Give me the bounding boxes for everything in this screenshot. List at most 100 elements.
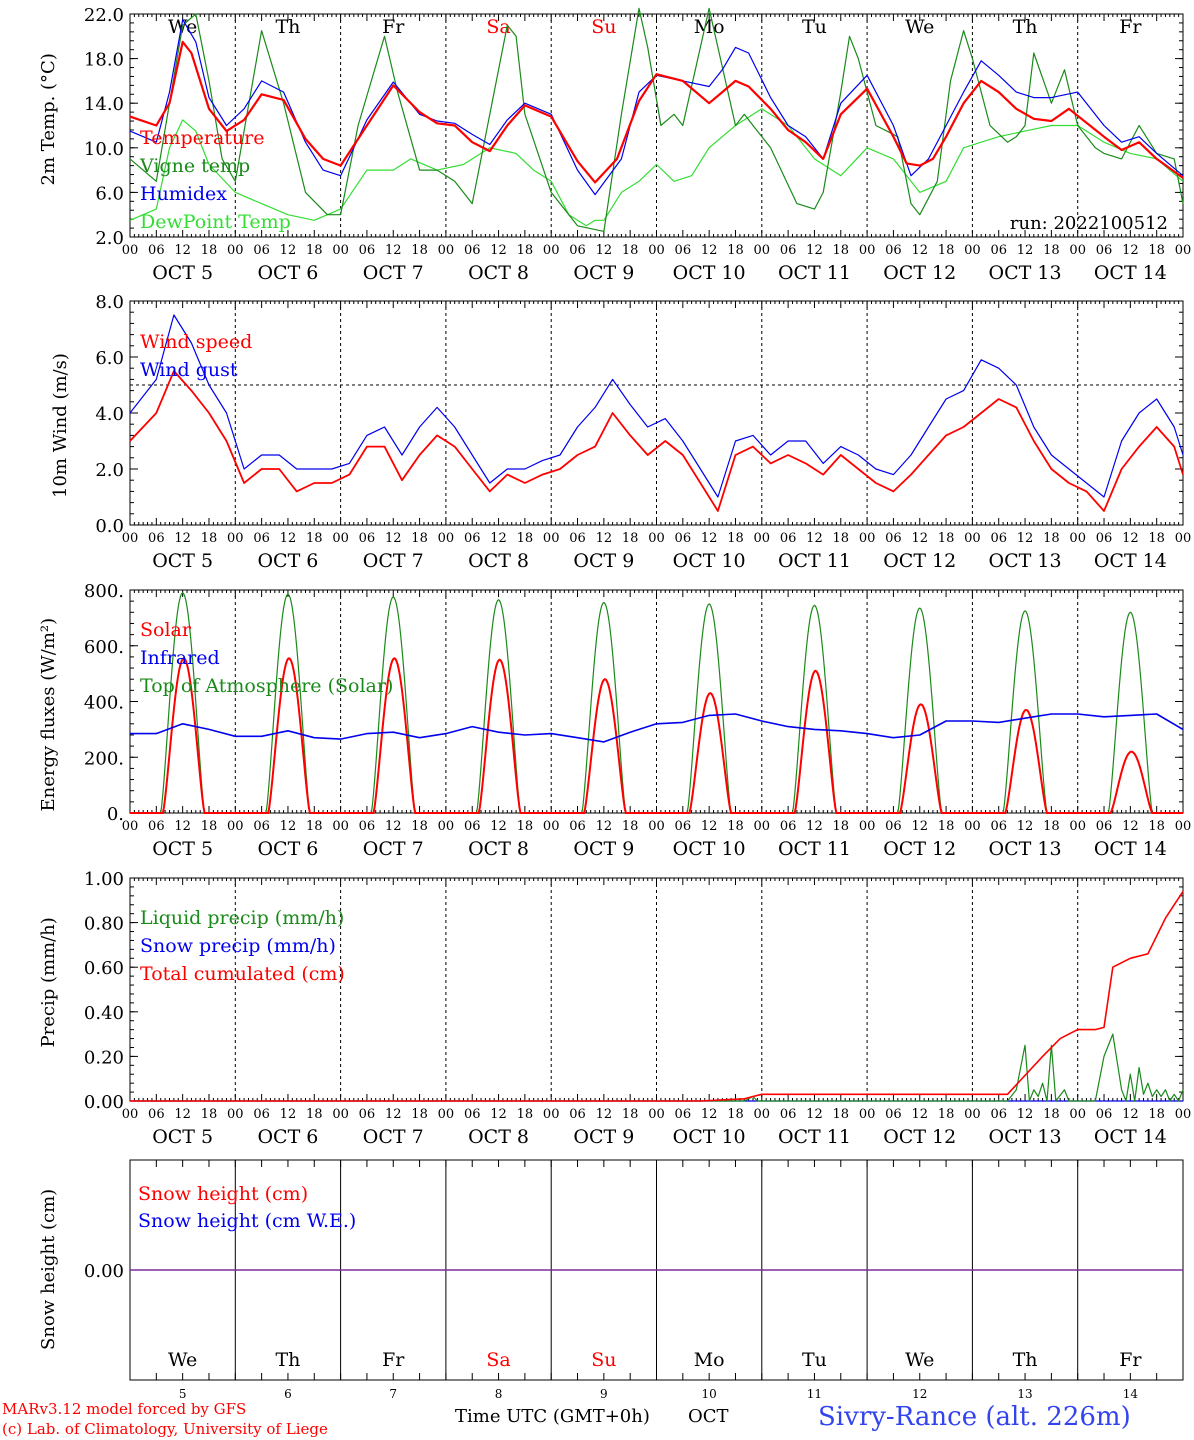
hour-tick-label: 06 bbox=[675, 819, 692, 834]
hour-tick-label: 18 bbox=[833, 243, 850, 258]
hour-tick-label: 00 bbox=[754, 531, 771, 546]
y-tick-label: 14.0 bbox=[84, 94, 124, 115]
hour-tick-label: 00 bbox=[964, 819, 981, 834]
day-number: 7 bbox=[389, 1387, 397, 1401]
hour-tick-label: 00 bbox=[859, 819, 876, 834]
hour-tick-label: 06 bbox=[569, 1107, 586, 1122]
hour-tick-label: 12 bbox=[596, 531, 613, 546]
hour-tick-label: 00 bbox=[332, 1107, 349, 1122]
legend-solar: Solar bbox=[140, 619, 192, 641]
hour-tick-label: 00 bbox=[964, 243, 981, 258]
day-label: OCT 14 bbox=[1094, 550, 1167, 572]
hour-tick-label: 12 bbox=[911, 1107, 928, 1122]
hour-tick-label: 00 bbox=[754, 1107, 771, 1122]
hour-tick-label: 12 bbox=[806, 1107, 823, 1122]
day-label: OCT 11 bbox=[778, 1126, 851, 1148]
hour-tick-label: 06 bbox=[359, 531, 376, 546]
hour-tick-label: 00 bbox=[438, 531, 455, 546]
weekday-label: We bbox=[905, 1349, 934, 1371]
hour-tick-label: 00 bbox=[543, 1107, 560, 1122]
hour-tick-label: 00 bbox=[648, 819, 665, 834]
hour-tick-label: 00 bbox=[648, 1107, 665, 1122]
legend-snow-height-cm-: Snow height (cm) bbox=[138, 1183, 308, 1205]
day-label: OCT 5 bbox=[152, 262, 213, 284]
panel-4: 0.00 0.20 0.40 0.60 0.80 1.00 Precip (mm/h) Liq… bbox=[38, 869, 1191, 1148]
y-axis-label: Snow height (cm) bbox=[38, 1189, 59, 1350]
weekday-label: We bbox=[905, 16, 934, 38]
y-tick-label: 2.0 bbox=[95, 228, 124, 249]
hour-tick-label: 06 bbox=[885, 243, 902, 258]
hour-tick-label: 18 bbox=[411, 819, 428, 834]
hour-tick-label: 06 bbox=[148, 531, 165, 546]
y-tick-label: 6.0 bbox=[95, 183, 124, 204]
hour-tick-label: 18 bbox=[938, 1107, 955, 1122]
hour-tick-label: 18 bbox=[306, 243, 323, 258]
hour-tick-label: 12 bbox=[596, 1107, 613, 1122]
weekday-label: Sa bbox=[486, 1349, 510, 1371]
legend-snow-height-cm-w-e-: Snow height (cm W.E.) bbox=[138, 1210, 356, 1232]
hour-tick-label: 00 bbox=[1175, 819, 1192, 834]
hour-tick-label: 00 bbox=[438, 243, 455, 258]
hour-tick-label: 18 bbox=[1043, 819, 1060, 834]
weekday-label: Th bbox=[275, 16, 300, 38]
hour-tick-label: 06 bbox=[780, 1107, 797, 1122]
weekday-label: Mo bbox=[694, 1349, 725, 1371]
hour-tick-label: 06 bbox=[464, 1107, 481, 1122]
series-total-cumulated bbox=[130, 890, 1184, 1102]
day-label: OCT 11 bbox=[778, 262, 851, 284]
hour-tick-label: 18 bbox=[517, 819, 534, 834]
day-label: OCT 13 bbox=[989, 1126, 1062, 1148]
hour-tick-label: 00 bbox=[1069, 1107, 1086, 1122]
day-label: OCT 11 bbox=[778, 838, 851, 860]
hour-tick-label: 12 bbox=[280, 1107, 297, 1122]
hour-tick-label: 06 bbox=[885, 531, 902, 546]
hour-tick-label: 00 bbox=[227, 819, 244, 834]
y-tick-label: 2.0 bbox=[95, 460, 124, 481]
hour-tick-label: 12 bbox=[701, 1107, 718, 1122]
hour-tick-label: 00 bbox=[648, 531, 665, 546]
hour-tick-label: 00 bbox=[964, 531, 981, 546]
series-vigne-temp bbox=[129, 7, 1184, 232]
hour-tick-label: 18 bbox=[622, 819, 639, 834]
y-tick-label: 6.0 bbox=[95, 348, 124, 369]
hour-tick-label: 18 bbox=[411, 1107, 428, 1122]
hour-tick-label: 12 bbox=[701, 819, 718, 834]
day-label: OCT 10 bbox=[673, 1126, 746, 1148]
day-label: OCT 5 bbox=[152, 550, 213, 572]
day-label: OCT 8 bbox=[468, 838, 529, 860]
hour-tick-label: 06 bbox=[464, 819, 481, 834]
day-label: OCT 7 bbox=[363, 550, 424, 572]
hour-tick-label: 00 bbox=[332, 819, 349, 834]
day-label: OCT 5 bbox=[152, 838, 213, 860]
y-axis-label: 10m Wind (m/s) bbox=[50, 353, 71, 498]
hour-tick-label: 06 bbox=[780, 243, 797, 258]
hour-tick-label: 00 bbox=[543, 531, 560, 546]
hour-tick-label: 18 bbox=[1043, 243, 1060, 258]
hour-tick-label: 18 bbox=[833, 1107, 850, 1122]
hour-tick-label: 12 bbox=[385, 819, 402, 834]
panel-2: 0.0 2.0 4.0 6.0 8.0 10m Wind (m/s) Wind speed W… bbox=[50, 292, 1191, 572]
day-label: OCT 9 bbox=[573, 1126, 634, 1148]
hour-tick-label: 18 bbox=[201, 531, 218, 546]
hour-tick-label: 00 bbox=[964, 1107, 981, 1122]
day-label: OCT 13 bbox=[989, 550, 1062, 572]
series-dewpoint-temp bbox=[129, 108, 1184, 227]
hour-tick-label: 06 bbox=[359, 1107, 376, 1122]
hour-tick-label: 06 bbox=[780, 819, 797, 834]
weekday-label: Fr bbox=[1119, 1349, 1142, 1371]
hour-tick-label: 06 bbox=[990, 819, 1007, 834]
series-solar bbox=[130, 657, 1183, 814]
day-label: OCT 10 bbox=[673, 838, 746, 860]
hour-tick-label: 12 bbox=[911, 819, 928, 834]
hour-tick-label: 06 bbox=[359, 819, 376, 834]
series-wind-gust bbox=[129, 314, 1184, 498]
day-label: OCT 12 bbox=[883, 550, 956, 572]
hour-tick-label: 12 bbox=[1122, 1107, 1139, 1122]
hour-tick-label: 00 bbox=[438, 819, 455, 834]
hour-tick-label: 06 bbox=[990, 243, 1007, 258]
panel-frame bbox=[129, 300, 1184, 526]
hour-tick-label: 12 bbox=[1017, 243, 1034, 258]
day-label: OCT 8 bbox=[468, 1126, 529, 1148]
day-label: OCT 5 bbox=[152, 1126, 213, 1148]
day-number: 8 bbox=[495, 1387, 503, 1401]
